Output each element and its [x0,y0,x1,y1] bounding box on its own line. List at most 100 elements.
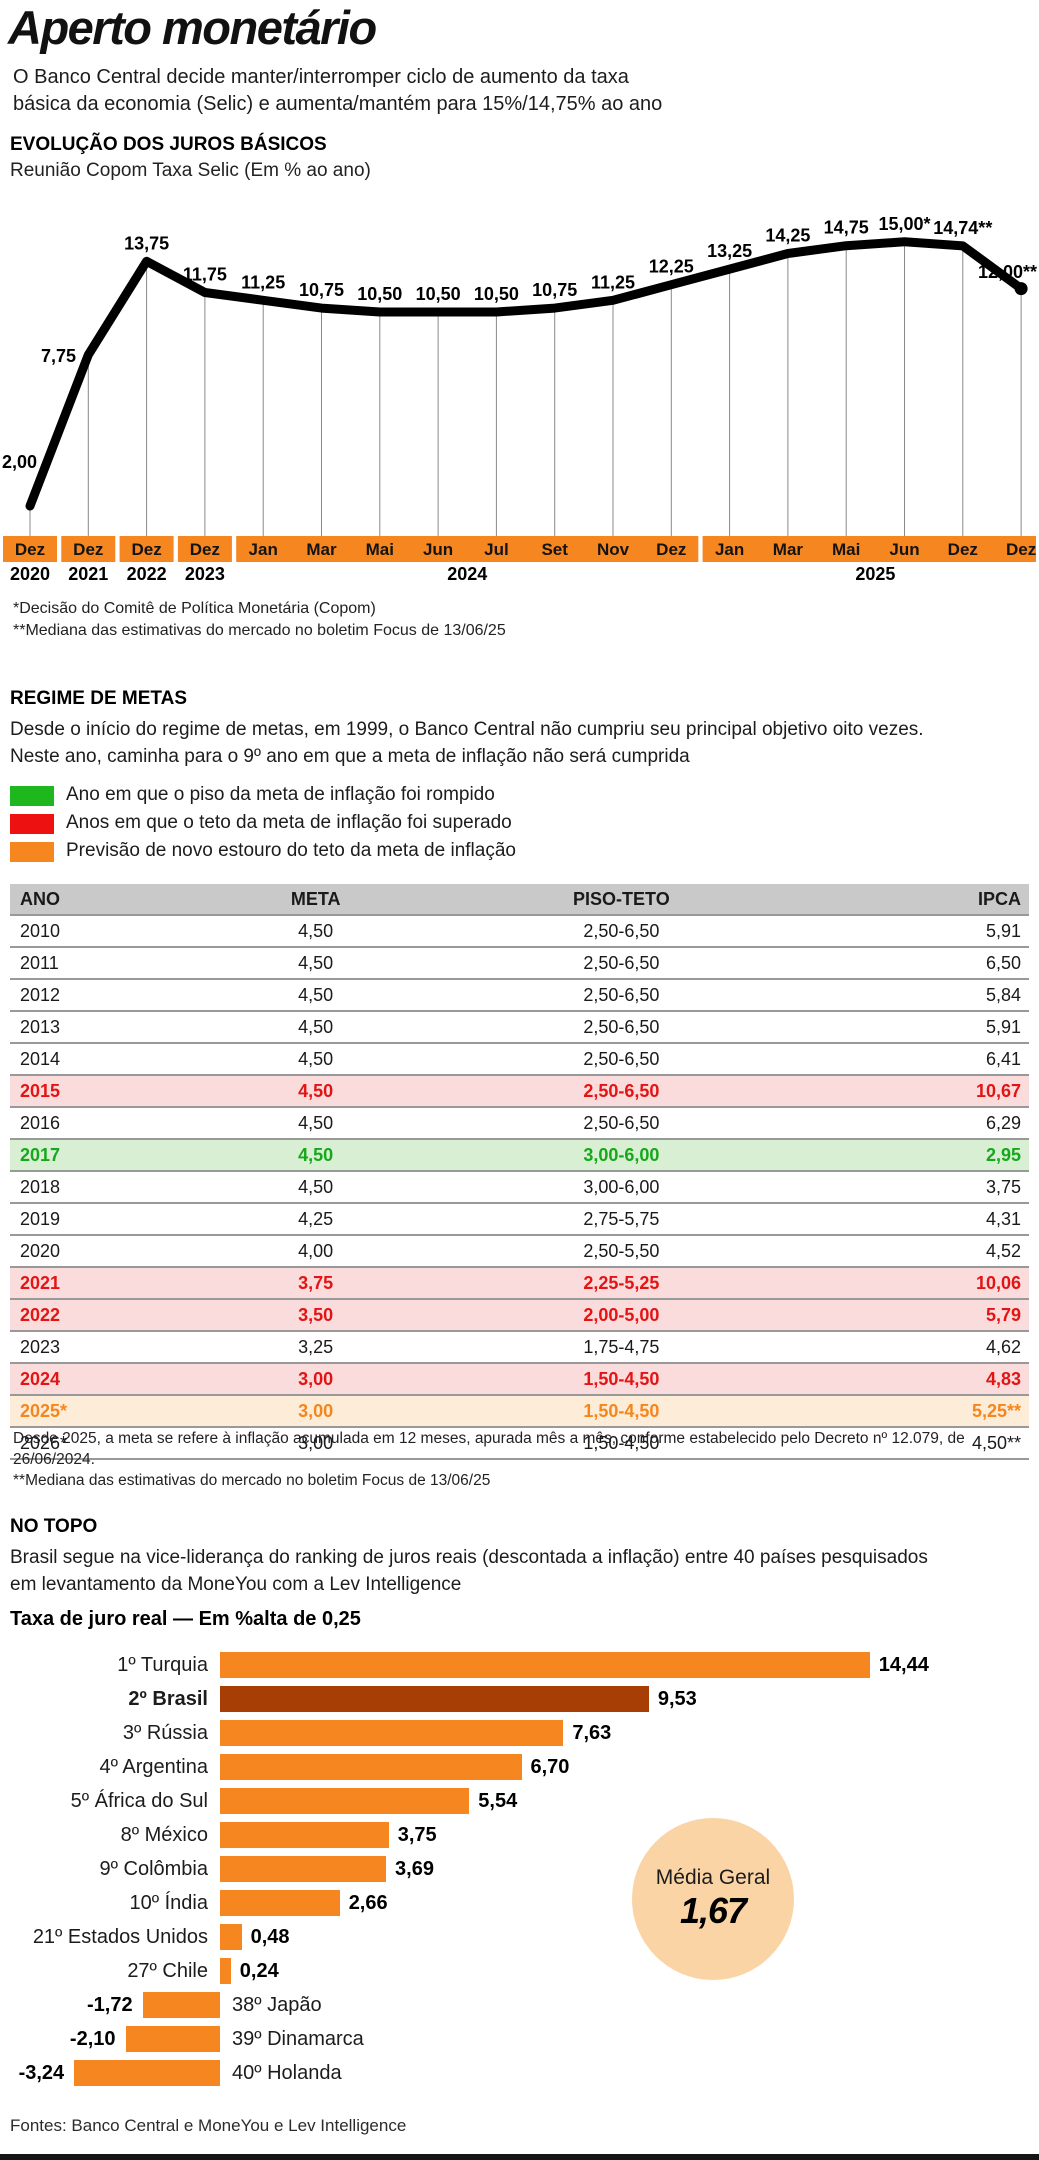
regime-intro: Desde o início do regime de metas, em 19… [10,716,924,770]
bar [125,2026,220,2052]
month-tick-label: Mar [773,540,804,559]
table-row: 2010 4,50 2,50-6,50 5,91 [10,915,1029,947]
ano-cell: 2014 [20,1048,61,1069]
table-row: 2024 3,00 1,50-4,50 4,83 [10,1363,1029,1395]
bottom-rule [0,2154,1039,2160]
bar-value-label: 0,24 [239,1960,279,1982]
regime-intro-line1: Desde o início do regime de metas, em 19… [10,719,924,740]
bar [220,1856,387,1882]
meta-cell: 4,25 [298,1208,334,1229]
year-label: 2022 [127,564,167,584]
ano-cell: 2025* [20,1400,68,1421]
bar-country-label: 4º Argentina [99,1756,209,1778]
month-tick-label: Jun [889,540,919,559]
ipca-cell: 3,75 [985,1176,1021,1197]
bar-row: -1,72 38º Japão [10,1992,1029,2018]
ipca-cell: 4,62 [985,1336,1021,1357]
piso-teto-cell: 1,50-4,50 [583,1432,660,1453]
month-tick-label: Dez [1006,540,1036,559]
bar [220,1958,231,1984]
month-axis-band [61,536,116,562]
table-row: 2020 4,00 2,50-5,50 4,52 [10,1235,1029,1267]
ipca-cell: 6,41 [985,1048,1021,1069]
bar-value-label: 7,63 [572,1722,612,1744]
line-end-dot [1014,282,1028,296]
piso-teto-cell: 2,50-6,50 [583,1112,660,1133]
ano-cell: 2023 [20,1336,61,1357]
bar [220,1754,522,1780]
meta-cell: 4,50 [298,1112,334,1133]
meta-cell: 4,50 [298,952,334,973]
meta-cell: 3,75 [298,1272,334,1293]
month-tick-label: Dez [73,540,103,559]
bar-value-label: 9,53 [657,1688,697,1710]
bar-country-label: 2º Brasil [128,1688,208,1710]
legend-label: Anos em que o teto da meta de inflação f… [66,812,512,833]
ipca-cell: 10,67 [975,1080,1021,1101]
month-axis-band [177,536,232,562]
ano-cell: 2019 [20,1208,61,1229]
data-point-label: 10,50 [416,284,461,304]
bar [74,2060,220,2086]
bar-country-label: 39º Dinamarca [232,2028,364,2050]
selic-line [25,237,1026,511]
ano-cell: 2010 [20,920,61,941]
bar-row: 5,54 5º África do Sul [10,1788,1029,1814]
bar-country-label: 21º Estados Unidos [32,1926,208,1948]
table-row: 2023 3,25 1,75-4,75 4,62 [10,1331,1029,1363]
topo-intro-line1: Brasil segue na vice-liderança do rankin… [10,1547,928,1568]
month-axis-band [119,536,174,562]
month-tick-label: Jan [715,540,744,559]
legend-swatch-green [10,786,54,806]
month-tick-label: Dez [190,540,220,559]
ipca-cell: 4,52 [985,1240,1021,1261]
data-point-label: 11,75 [183,265,227,285]
bar-row: -2,10 39º Dinamarca [10,2026,1029,2052]
bar [220,1924,242,1950]
table-row: 2015 4,50 2,50-6,50 10,67 [10,1075,1029,1107]
bar-country-label: 9º Colômbia [99,1858,208,1880]
bar-row: 0,24 27º Chile [10,1958,1029,1984]
ipca-cell: 5,91 [985,1016,1021,1037]
month-tick-label: Mar [306,540,337,559]
table-row: 2021 3,75 2,25-5,25 10,06 [10,1267,1029,1299]
selic-footnote-2: **Mediana das estimativas do mercado no … [13,622,506,639]
month-tick-label: Nov [597,540,630,559]
legend-swatch-orange [10,842,54,862]
meta-cell: 3,50 [298,1304,334,1325]
month-tick-label: Jun [423,540,453,559]
selic-footnotes: *Decisão do Comitê de Política Monetária… [13,598,506,642]
month-tick-label: Mai [366,540,394,559]
ano-cell: 2016 [20,1112,61,1133]
ipca-cell: 6,29 [985,1112,1021,1133]
table-row: 2013 4,50 2,50-6,50 5,91 [10,1011,1029,1043]
selic-footnote-1: *Decisão do Comitê de Política Monetária… [13,600,376,617]
month-tick-label: Mai [832,540,860,559]
metas-table-header-row: ANO META PISO-TETO IPCA [10,884,1029,915]
month-tick-label: Dez [131,540,161,559]
bar-value-label: 6,70 [530,1756,570,1778]
bar-country-label: 1º Turquia [117,1654,208,1676]
data-point-label: 11,25 [241,272,285,292]
ipca-cell: 5,91 [985,920,1021,941]
ipca-cell: 5,79 [985,1304,1021,1325]
bar-row: 9,53 2º Brasil [10,1686,1029,1712]
year-label: 2021 [68,564,108,584]
bar-row: -3,24 40º Holanda [10,2060,1029,2086]
bar-row: 3,69 9º Colômbia [10,1856,1029,1882]
page-subtitle-line1: O Banco Central decide manter/interrompe… [13,66,629,88]
ipca-cell: 5,25** [971,1400,1021,1421]
month-axis-band [3,536,57,562]
table-header-meta: META [173,884,459,915]
bar [220,1686,649,1712]
bar-country-label: 8º México [120,1824,208,1846]
meta-cell: 4,00 [298,1240,334,1261]
month-tick-label: Jul [484,540,509,559]
table-row: 2016 4,50 2,50-6,50 6,29 [10,1107,1029,1139]
ipca-cell: 4,31 [985,1208,1021,1229]
ano-cell: 2013 [20,1016,61,1037]
bar-value-label: 3,75 [397,1824,437,1846]
year-label: 2024 [447,564,487,584]
piso-teto-cell: 2,50-6,50 [583,1080,660,1101]
